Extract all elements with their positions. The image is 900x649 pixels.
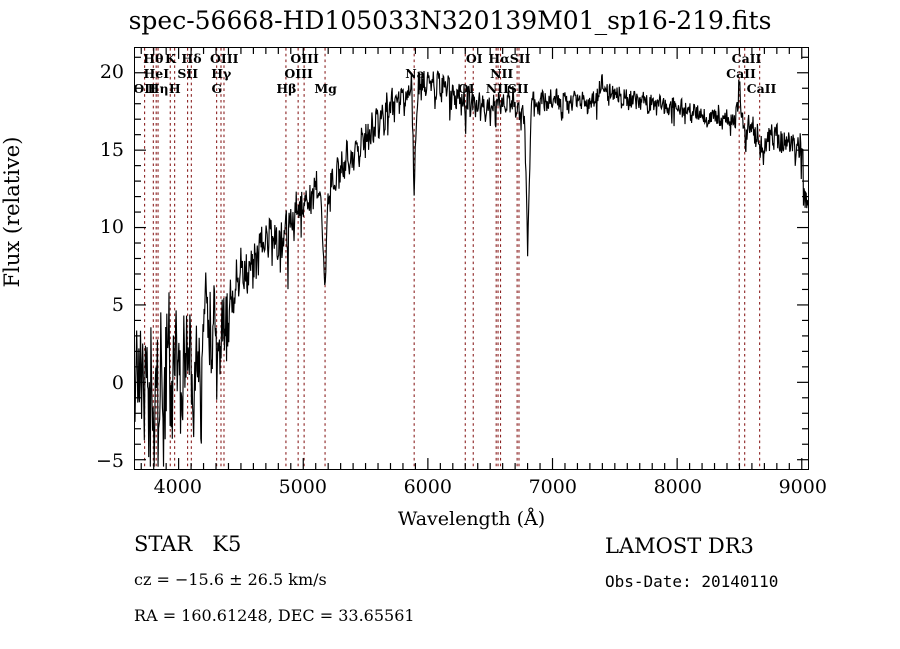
x-tick-7000: 7000: [528, 476, 577, 498]
line-label-NII-6548: NII: [485, 81, 509, 96]
y-tick--5: −5: [95, 449, 124, 472]
x-tick-5000: 5000: [278, 476, 327, 498]
line-label-OI-6364: OI: [465, 51, 483, 66]
line-label-OI-6300: OI: [457, 81, 475, 96]
line-label-HeI-3820: HeI: [143, 66, 170, 81]
line-label-SII-6716: SII: [507, 81, 529, 96]
line-label-OIII-4959: OIII: [284, 66, 313, 81]
line-label-OII-3727: OII: [134, 81, 156, 96]
line-label-SII-6731: SII: [509, 51, 531, 66]
x-tick-9000: 9000: [778, 476, 827, 498]
line-label-Na-5890: Na: [405, 66, 425, 81]
x-tick-4000: 4000: [153, 476, 202, 498]
survey-name: LAMOST DR3: [605, 534, 754, 558]
line-label-H-3968: H: [168, 81, 181, 96]
line-label-OIII-5007: OIII: [290, 51, 319, 66]
y-tick-10: 10: [99, 216, 124, 239]
page-title: spec-56668-HD105033N320139M01_sp16-219.f…: [128, 6, 772, 35]
line-label-H-4861: Hβ: [276, 81, 297, 96]
x-tick-6000: 6000: [403, 476, 452, 498]
line-label-OIII-4364: OIII: [210, 51, 239, 66]
line-label-K-3933: K: [164, 51, 176, 66]
line-label-CaII-8542: CaII: [731, 51, 762, 66]
plot-area[interactable]: OII Hθ HeI Hη K H SII Hδ G Hγ OIII Hβ OIII OIII Mg Na OI…: [134, 47, 809, 470]
y-tick-20: 20: [99, 60, 124, 83]
line-label-H-6563: Hα: [488, 51, 510, 66]
line-label-G-4305: G: [211, 81, 223, 96]
spectrum-canvas: [135, 48, 808, 469]
line-label-NII-6583: NII: [490, 66, 514, 81]
line-label-Mg-5175: Mg: [314, 81, 337, 96]
y-tick-0: 0: [111, 371, 124, 394]
redshift-velocity: cz = −15.6 ± 26.5 km/s: [134, 570, 327, 589]
object-type: STAR K5: [134, 532, 242, 556]
line-label-H-3835: Hη: [147, 81, 169, 96]
y-axis-label: Flux (relative): [0, 136, 24, 288]
observation-date: Obs-Date: 20140110: [605, 572, 779, 591]
line-label-H-4102: Hδ: [181, 51, 202, 66]
y-tick-15: 15: [99, 138, 124, 161]
line-label-CaII-8498: CaII: [726, 66, 756, 81]
y-tick-5: 5: [111, 294, 124, 317]
line-label-CaII-8662: CaII: [746, 81, 777, 96]
coordinates: RA = 160.61248, DEC = 33.65561: [134, 606, 415, 625]
line-label-SII-4072: SII: [177, 66, 199, 81]
axis-tick-group: [135, 48, 808, 469]
spectrum-trace: [135, 70, 808, 467]
line-label-H-4340: Hγ: [211, 66, 232, 81]
x-axis-label: Wavelength (Å): [397, 508, 546, 530]
line-label-H-3797: Hθ: [143, 51, 164, 66]
x-tick-8000: 8000: [653, 476, 702, 498]
